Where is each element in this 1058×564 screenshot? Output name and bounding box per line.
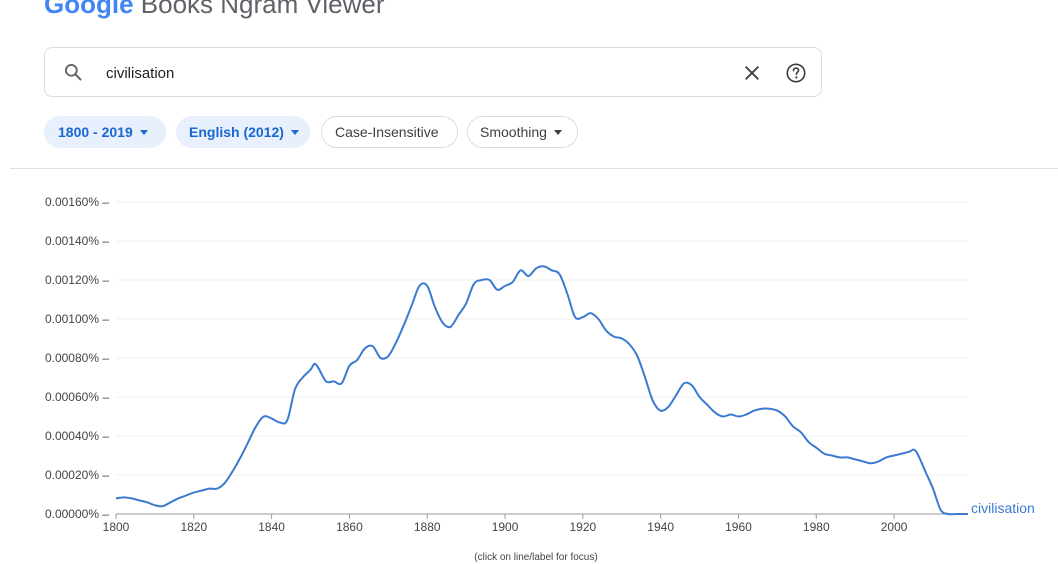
smoothing-label: Smoothing (480, 124, 547, 140)
x-tick-label: 1920 (569, 520, 596, 534)
divider (10, 168, 1058, 169)
chevron-down-icon (290, 129, 299, 135)
y-tick-label: 0.00000% – (45, 507, 109, 521)
y-tick-label: 0.00080% – (45, 351, 109, 365)
x-tick-label: 1860 (336, 520, 363, 534)
search-icon (65, 63, 82, 81)
x-tick-label: 1820 (180, 520, 207, 534)
app-title-text: Books Ngram Viewer (140, 0, 385, 19)
help-icon[interactable] (785, 62, 807, 84)
x-tick-label: 1940 (647, 520, 674, 534)
corpus-chip[interactable]: English (2012) (176, 116, 310, 148)
year-range-label: 1800 - 2019 (58, 124, 133, 140)
x-tick-label: 1840 (258, 520, 285, 534)
chevron-down-icon (139, 129, 148, 135)
y-tick-label: 0.00040% – (45, 429, 109, 443)
app-title: Google Books Ngram Viewer (44, 0, 385, 20)
x-tick-label: 1900 (492, 520, 519, 534)
year-range-chip[interactable]: 1800 - 2019 (44, 116, 166, 148)
series-label-civilisation[interactable]: civilisation (971, 500, 1035, 516)
chevron-down-icon (553, 129, 562, 135)
y-tick-label: 0.00120% – (45, 273, 109, 287)
focus-hint: (click on line/label for focus) (474, 552, 597, 563)
x-tick-label: 1800 (103, 520, 130, 534)
y-tick-label: 0.00100% – (45, 312, 109, 326)
case-insensitive-label: Case-Insensitive (335, 124, 439, 140)
y-tick-label: 0.00140% – (45, 234, 109, 248)
series-layer: civilisation (115, 265, 1035, 516)
google-logo[interactable]: Google (44, 0, 134, 19)
x-tick-label: 1960 (725, 520, 752, 534)
close-icon[interactable] (742, 63, 762, 83)
x-axis-ticks: 1800 1820 1840 1860 1880 1900 1920 1940 1960 1980… (103, 514, 908, 534)
y-tick-label: 0.00060% – (45, 390, 109, 404)
x-tick-label: 2000 (881, 520, 908, 534)
smoothing-chip[interactable]: Smoothing (467, 116, 578, 148)
x-tick-label: 1980 (803, 520, 830, 534)
search-input[interactable] (106, 60, 706, 86)
x-tick-label: 1880 (414, 520, 441, 534)
series-line-civilisation[interactable] (115, 265, 968, 516)
y-tick-label: 0.00020% – (45, 468, 109, 482)
case-insensitive-chip[interactable]: Case-Insensitive (321, 116, 458, 148)
corpus-label: English (2012) (189, 124, 284, 140)
y-axis-ticks: 0.00000% – 0.00020% – 0.00040% – 0.00060% –… (45, 195, 109, 521)
y-tick-label: 0.00160% – (45, 195, 109, 209)
ngram-chart: 0.00000% – 0.00020% – 0.00040% – 0.00060% –… (45, 195, 1035, 563)
grid-lines (116, 201, 968, 476)
search-box (44, 47, 822, 97)
